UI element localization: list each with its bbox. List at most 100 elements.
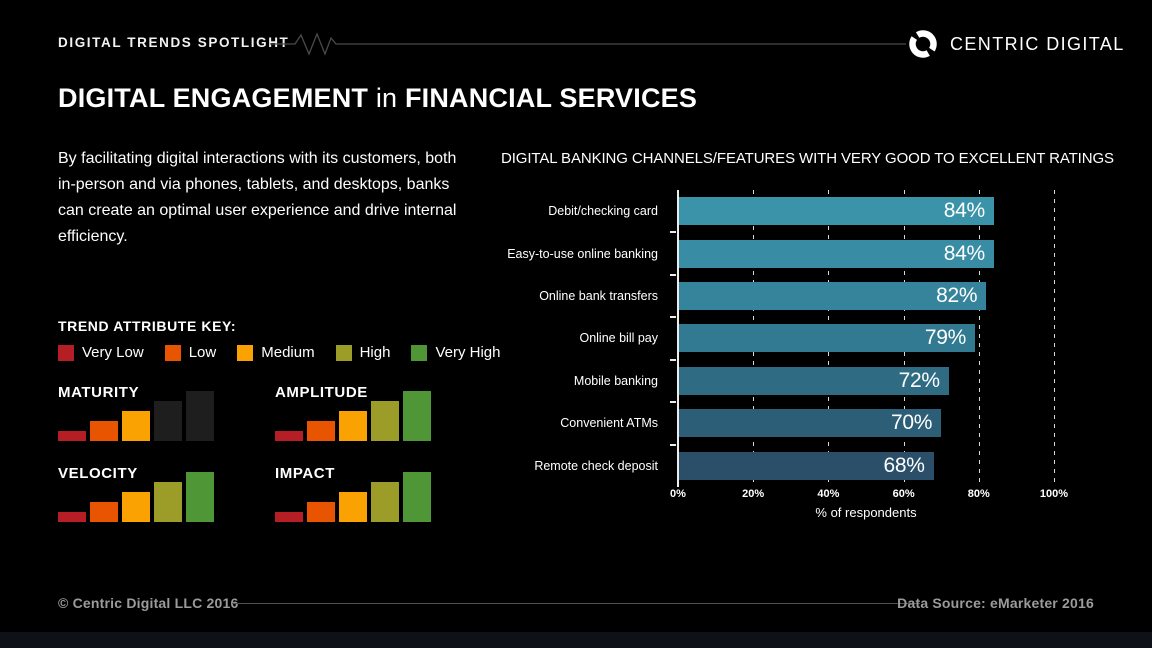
trend-chart-bar xyxy=(154,401,182,441)
bar-value-label: 82% xyxy=(936,284,978,308)
chart-bar: 84% xyxy=(678,239,994,268)
trend-chart-bar xyxy=(90,421,118,441)
category-label: Convenient ATMs xyxy=(560,416,658,431)
trend-chart-bar xyxy=(371,482,399,522)
trend-chart-amplitude: AMPLITUDE xyxy=(275,384,455,441)
trend-chart-bar xyxy=(154,482,182,522)
axis-tick xyxy=(670,358,676,361)
trend-chart-bar xyxy=(339,492,367,522)
trend-chart-label: MATURITY xyxy=(58,384,140,401)
legend-item: Low xyxy=(164,344,216,361)
trend-chart-bar xyxy=(339,411,367,441)
trend-chart-bar xyxy=(307,502,335,522)
legend-label: Very High xyxy=(435,344,501,361)
legend-item: Very Low xyxy=(58,344,144,361)
chart-y-axis-line xyxy=(677,190,679,487)
gridline-80 xyxy=(978,190,980,487)
axis-tick xyxy=(670,273,676,276)
trend-chart-velocity: VELOCITY xyxy=(58,465,238,522)
trend-chart-label: AMPLITUDE xyxy=(275,384,368,401)
legend-item: Very High xyxy=(411,344,501,361)
chart-title: DIGITAL BANKING CHANNELS/FEATURES WITH V… xyxy=(501,150,1114,167)
heartbeat-line-icon xyxy=(270,32,906,56)
chart-x-axis-label: % of respondents xyxy=(815,505,917,520)
x-tick-label: 60% xyxy=(892,488,915,500)
centric-digital-logo-icon xyxy=(909,30,937,58)
trend-chart-bar xyxy=(371,401,399,441)
chart-bar-row: 68% xyxy=(670,443,1054,487)
trend-chart-bar xyxy=(122,411,150,441)
trend-chart-label: VELOCITY xyxy=(58,465,138,482)
title-connector: in xyxy=(375,83,398,113)
legend-swatch xyxy=(411,344,428,361)
chart-bar-row: 84% xyxy=(670,231,1054,274)
trend-chart-label: IMPACT xyxy=(275,465,335,482)
trend-chart-maturity: MATURITY xyxy=(58,384,238,441)
category-label: Online bank transfers xyxy=(539,289,658,304)
footer-divider xyxy=(232,603,920,604)
category-label: Online bill pay xyxy=(579,331,658,346)
brand-name: CENTRIC DIGITAL xyxy=(950,33,1125,54)
trend-chart-bars xyxy=(58,391,214,441)
title-part-1: DIGITAL ENGAGEMENT xyxy=(58,83,369,113)
chart-x-axis-ticks: 0% 20% 40% 60% 80% 100% xyxy=(670,488,1068,502)
trend-chart-bar xyxy=(275,431,303,441)
title-space xyxy=(397,83,405,113)
bar-value-label: 84% xyxy=(943,241,985,265)
category-label: Mobile banking xyxy=(573,373,658,388)
trend-key-legend: Very Low Low Medium High Very High xyxy=(58,344,501,361)
trend-attribute-charts: MATURITY AMPLITUDE VELOCITY IMPACT xyxy=(58,384,492,522)
bar-value-label: 84% xyxy=(943,199,985,223)
legend-item: High xyxy=(335,344,391,361)
x-tick-label: 40% xyxy=(817,488,840,500)
chart-bar-row: 79% xyxy=(670,316,1054,359)
trend-chart-bar xyxy=(122,492,150,522)
legend-swatch xyxy=(237,344,254,361)
legend-swatch xyxy=(164,344,181,361)
category-label: Easy-to-use online banking xyxy=(507,246,658,261)
axis-tick xyxy=(670,231,676,234)
legend-label: High xyxy=(359,344,391,361)
trend-chart-bar xyxy=(403,391,431,441)
category-row: Convenient ATMs xyxy=(510,402,668,444)
chart-bar: 70% xyxy=(678,409,942,438)
legend-label: Medium xyxy=(261,344,315,361)
chart-category-labels: Debit/checking card Easy-to-use online ba… xyxy=(507,190,668,487)
category-row: Debit/checking card xyxy=(510,190,668,232)
trend-chart-bars xyxy=(275,391,431,441)
legend-label: Very Low xyxy=(82,344,144,361)
trend-chart-bar xyxy=(275,512,303,522)
bar-value-label: 72% xyxy=(898,368,940,392)
title-part-3: FINANCIAL SERVICES xyxy=(404,83,698,113)
chart-bar: 79% xyxy=(678,324,976,353)
bar-value-label: 70% xyxy=(891,411,933,435)
brand-lockup: CENTRIC DIGITAL xyxy=(906,27,1125,61)
x-tick-label: 100% xyxy=(1039,488,1069,500)
trend-chart-bars xyxy=(275,472,431,522)
copyright-text: © Centric Digital LLC 2016 xyxy=(58,595,239,611)
axis-tick xyxy=(670,443,676,446)
x-tick-label: 80% xyxy=(967,488,990,500)
intro-paragraph: By facilitating digital interactions wit… xyxy=(58,150,457,245)
data-source-text: Data Source: eMarketer 2016 xyxy=(897,595,1094,611)
trend-chart-bar xyxy=(186,391,214,441)
chart-bar: 82% xyxy=(678,282,987,311)
bar-value-label: 68% xyxy=(883,453,925,477)
chart-bar: 84% xyxy=(678,197,994,226)
trend-chart-bar xyxy=(58,431,86,441)
trend-chart-bar xyxy=(403,472,431,522)
chart-bar-row: 70% xyxy=(670,401,1054,444)
legend-swatch xyxy=(58,344,74,361)
chart-bar-row: 84% xyxy=(678,190,1054,232)
title-part-2 xyxy=(368,83,376,113)
chart-bars: 84% 84% 82% 79% 72% 70% 68% xyxy=(670,190,1054,487)
category-row: Easy-to-use online banking xyxy=(507,232,668,274)
legend-swatch xyxy=(335,344,352,361)
category-label: Remote check deposit xyxy=(534,458,658,473)
bar-chart: Debit/checking card Easy-to-use online ba… xyxy=(507,190,1070,487)
axis-tick xyxy=(670,316,676,319)
chart-bar-row: 82% xyxy=(670,273,1054,317)
chart-bar-row: 72% xyxy=(670,358,1054,402)
x-tick-label: 20% xyxy=(742,488,765,500)
